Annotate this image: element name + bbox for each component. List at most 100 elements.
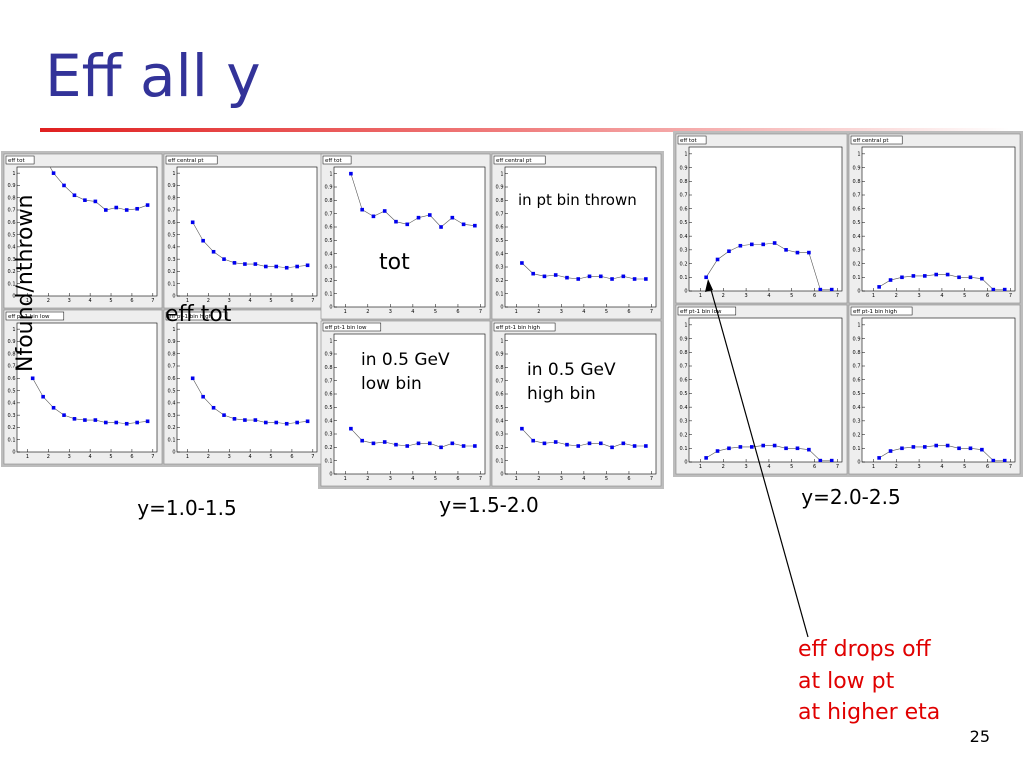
point (900, 275, 904, 280)
panel-title: eff tot (325, 158, 342, 164)
plot-frame (861, 146, 1016, 292)
x-tick-label: 1 (186, 298, 189, 304)
point (991, 287, 996, 291)
y-tick-label: 0.4 (325, 251, 333, 257)
point (30, 376, 35, 381)
point (394, 219, 398, 224)
panel-title: eff pt-1 bin high (853, 309, 898, 315)
point (190, 376, 195, 381)
point (104, 208, 108, 212)
point (222, 413, 226, 417)
point (295, 264, 299, 269)
x-tick-label: 5 (269, 298, 272, 304)
series-line (878, 274, 1005, 290)
y-tick-label: 0.3 (8, 413, 16, 419)
panel-title-box (322, 155, 352, 165)
point (877, 456, 881, 460)
y-tick-label: 0.6 (680, 206, 688, 212)
y-tick-label: 0.3 (853, 248, 861, 254)
x-tick-label: 5 (434, 476, 437, 482)
page-number: 25 (970, 727, 990, 746)
point (405, 222, 410, 227)
y-tick-label: 0.7 (496, 378, 504, 384)
point (450, 441, 455, 446)
x-tick-label: 5 (790, 293, 793, 299)
y-tick-label: 1 (172, 171, 175, 177)
point (957, 275, 961, 280)
y-tick-label: 0.4 (853, 234, 861, 240)
y-tick-label: 0.6 (680, 377, 688, 383)
x-tick-label: 5 (109, 454, 112, 460)
annotation: eff tot (165, 302, 232, 327)
x-tick-label: 6 (813, 293, 816, 299)
y-tick-label: 0.5 (853, 220, 861, 226)
point (72, 417, 77, 421)
plot-area (30, 376, 150, 426)
point (738, 243, 743, 248)
y-tick-label: 0.8 (680, 350, 688, 356)
y-tick-label: 0.5 (680, 220, 688, 226)
y-tick-label: 1 (172, 327, 175, 333)
x-tick-label: 3 (389, 476, 392, 482)
y-tick-label: 1 (684, 323, 687, 329)
y-tick-label: 0.4 (853, 405, 861, 411)
x-tick-label: 2 (895, 464, 898, 470)
series-line (350, 428, 475, 448)
y-tick-label: 0.8 (325, 365, 333, 371)
point (382, 440, 387, 444)
y-tick-label: 0.9 (496, 185, 504, 191)
point (749, 242, 754, 247)
y-tick-label: 0.5 (496, 405, 504, 411)
plot-frame (861, 317, 1016, 463)
point (934, 443, 939, 448)
plot-area (704, 443, 834, 462)
point (222, 257, 226, 261)
y-tick-label: 1 (684, 152, 687, 158)
y-tick-label: 0.3 (853, 419, 861, 425)
x-tick-label: 4 (582, 476, 585, 482)
series-line (521, 262, 646, 280)
y-tick-label: 0.6 (325, 392, 333, 398)
point (598, 274, 603, 279)
y-tick-label: 0.2 (496, 278, 504, 284)
panel-title: eff central pt (496, 158, 532, 164)
y-tick-label: 0.4 (8, 245, 16, 251)
y-tick-label: 0.8 (853, 179, 861, 185)
y-tick-label: 0.1 (8, 281, 16, 287)
point (473, 223, 477, 228)
y-tick-label: 0 (857, 289, 860, 295)
point (520, 426, 524, 431)
point (945, 272, 950, 277)
y-tick-label: 0.4 (168, 401, 176, 407)
x-tick-label: 4 (249, 454, 252, 460)
group-label: y=1.5-2.0 (439, 493, 538, 517)
y-tick-label: 1 (12, 171, 15, 177)
y-tick-label: 0.2 (8, 269, 16, 275)
x-tick-label: 4 (767, 293, 770, 299)
x-tick-label: 1 (515, 476, 518, 482)
y-tick-label: 0.3 (496, 432, 504, 438)
x-tick-label: 5 (963, 464, 966, 470)
x-tick-label: 2 (207, 298, 210, 304)
y-tick-label: 1 (857, 152, 860, 158)
y-tick-label: 0.3 (168, 257, 176, 263)
group-label: y=2.0-2.5 (801, 485, 900, 509)
annotation: tot (379, 250, 410, 275)
y-tick-label: 0.3 (680, 419, 688, 425)
point (349, 171, 353, 176)
title-rule (40, 128, 1010, 132)
y-tick-label: 0.7 (8, 364, 16, 370)
point (565, 275, 569, 280)
y-tick-label: 0 (12, 450, 15, 456)
x-tick-label: 6 (130, 298, 133, 304)
x-tick-label: 7 (151, 298, 154, 304)
plot-area (704, 241, 834, 291)
point (738, 445, 743, 449)
point (922, 445, 927, 449)
y-tick-label: 0.2 (325, 445, 333, 451)
point (232, 417, 237, 421)
arrow-head (705, 279, 713, 292)
y-tick-label: 0.8 (325, 198, 333, 204)
y-tick-label: 0.2 (853, 432, 861, 438)
panel-title-box (493, 322, 556, 332)
